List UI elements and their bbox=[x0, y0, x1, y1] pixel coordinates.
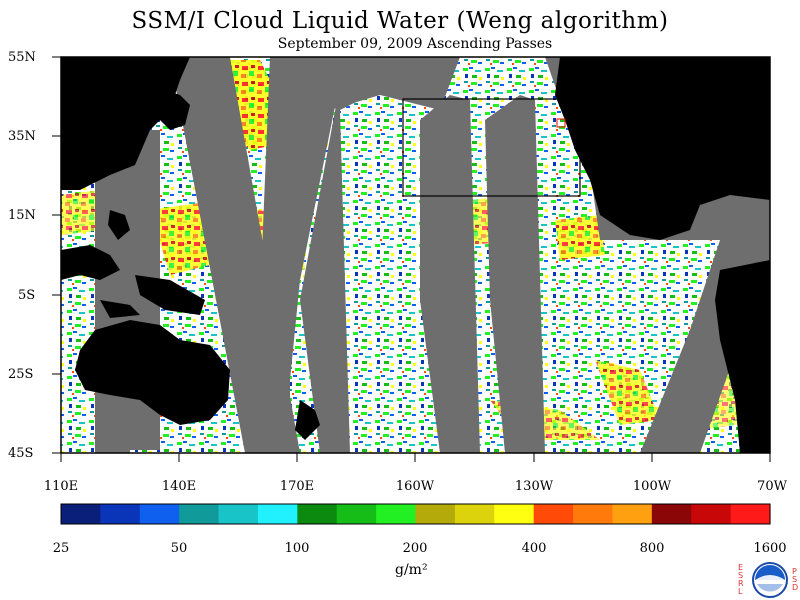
colorbar-cell bbox=[454, 504, 495, 524]
colorbar-label-800: 800 bbox=[639, 541, 665, 556]
lat-label-55n: 55N bbox=[8, 50, 36, 65]
region-box bbox=[402, 98, 581, 197]
colorbar-label-1600: 1600 bbox=[753, 541, 787, 556]
colorbar-cell bbox=[336, 504, 377, 524]
logo-left-text: ESRL bbox=[738, 563, 744, 596]
colorbar-cell bbox=[651, 504, 692, 524]
colorbar-label-100: 100 bbox=[284, 541, 310, 556]
colorbar-cell bbox=[297, 504, 338, 524]
logo-right-text: PSD bbox=[792, 567, 799, 592]
colorbar-cell bbox=[100, 504, 141, 524]
land-masses bbox=[61, 57, 770, 453]
colorbar-label-200: 200 bbox=[402, 541, 428, 556]
noaa-logo bbox=[752, 562, 788, 598]
lat-label-45s: 45S bbox=[8, 446, 34, 461]
colorbar-cell bbox=[415, 504, 456, 524]
lon-label-130w: 130W bbox=[514, 479, 554, 494]
lon-label-170e: 170E bbox=[279, 479, 315, 494]
colorbar-cell bbox=[730, 504, 771, 524]
lat-label-25s: 25S bbox=[8, 367, 34, 382]
colorbar-cell bbox=[179, 504, 220, 524]
colorbar-frame bbox=[60, 503, 771, 525]
lat-label-5s: 5S bbox=[18, 288, 36, 303]
axis-ticks bbox=[52, 56, 771, 462]
colorbar bbox=[61, 504, 771, 524]
lat-label-15n: 15N bbox=[8, 208, 36, 223]
map-subtitle: September 09, 2009 Ascending Passes bbox=[277, 36, 553, 52]
cloud-map bbox=[61, 57, 770, 453]
map-title: SSM/I Cloud Liquid Water (Weng algorithm… bbox=[131, 8, 669, 34]
colorbar-label-400: 400 bbox=[521, 541, 547, 556]
colorbar-units: g/m² bbox=[395, 562, 428, 578]
lon-label-70w: 70W bbox=[757, 479, 787, 494]
lon-label-100w: 100W bbox=[632, 479, 672, 494]
colorbar-cell bbox=[494, 504, 535, 524]
colorbar-label-25: 25 bbox=[52, 541, 70, 556]
colorbar-cell bbox=[61, 504, 101, 524]
lon-label-140e: 140E bbox=[161, 479, 197, 494]
colorbar-cell bbox=[218, 504, 259, 524]
colorbar-cell bbox=[533, 504, 574, 524]
colorbar-cell bbox=[376, 504, 417, 524]
lon-label-160w: 160W bbox=[395, 479, 435, 494]
lat-label-35n: 35N bbox=[8, 129, 36, 144]
colorbar-label-50: 50 bbox=[170, 541, 188, 556]
target-marker bbox=[556, 118, 566, 128]
colorbar-cell bbox=[257, 504, 298, 524]
colorbar-cell bbox=[691, 504, 732, 524]
lon-label-110e: 110E bbox=[43, 479, 79, 494]
colorbar-cell bbox=[573, 504, 614, 524]
colorbar-cell bbox=[139, 504, 180, 524]
colorbar-cell bbox=[612, 504, 653, 524]
